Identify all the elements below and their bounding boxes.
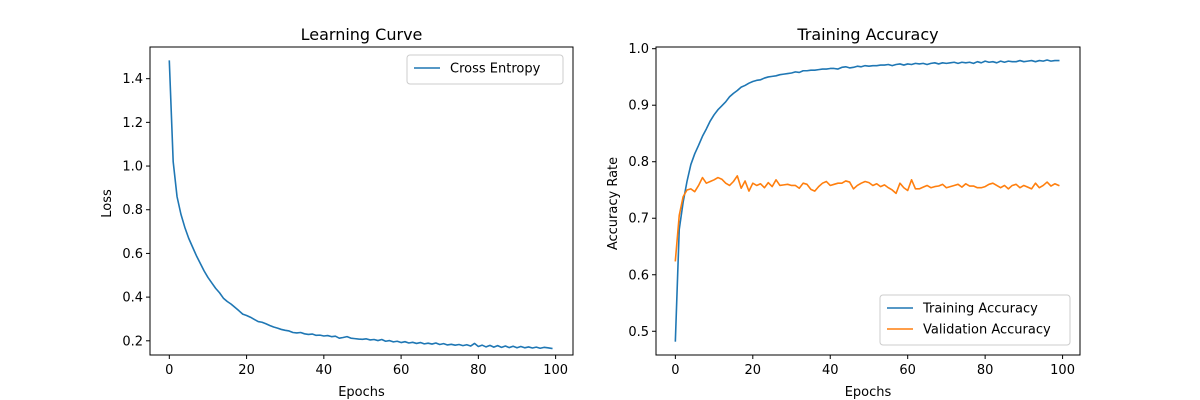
y-tick-label: 1.4 [122,72,143,87]
y-tick-label: 1.2 [122,116,143,131]
series-line [168,60,553,350]
x-tick-label: 60 [899,363,916,378]
legend-label: Validation Accuracy [923,323,1051,338]
x-tick-label: 80 [470,363,487,378]
series-points [169,61,552,349]
x-tick-label: 100 [543,363,568,378]
series-layer [674,59,1060,342]
series-points [675,59,1059,341]
y-tick-label: 0.4 [122,291,143,306]
training-accuracy-chart: Training Accuracy 0 20 40 60 80 1000.50.60.70… [606,25,1081,400]
y-axis-label: Loss [100,189,115,218]
series-line [674,59,1060,342]
series-layer [168,60,553,350]
x-axis-label: Epochs [845,385,892,400]
legend: Cross Entropy [406,54,564,85]
y-tick-label: 1.0 [122,160,143,175]
chart-title: Learning Curve [301,25,423,44]
y-tick-label: 1.0 [628,42,649,57]
plot-frame [655,46,1081,356]
y-tick-label: 0.2 [122,334,143,349]
plot-frame [149,46,574,356]
series-line [674,175,1060,262]
legend-box [406,54,564,85]
y-tick-label: 0.6 [628,268,649,283]
series-points [675,175,1059,261]
y-tick-label: 0.9 [628,99,649,114]
x-axis-label: Epochs [338,385,385,400]
x-tick-label: 0 [671,363,679,378]
y-tick-label: 0.5 [628,325,649,340]
y-axis-label: Accuracy Rate [606,157,621,250]
y-tick-label: 0.8 [122,203,143,218]
legend-box [879,294,1071,346]
x-tick-label: 20 [238,363,255,378]
legend: Training Accuracy Validation Accuracy [879,294,1071,346]
learning-curve-chart: Learning Curve 0 20 40 60 80 100 0.2 0.4 0.6 0.8 1… [100,25,574,400]
x-tick-label: 0 [165,363,173,378]
legend-label: Training Accuracy [922,302,1038,317]
axes-layer: 0 20 40 60 80 100 0.5 0.6 0.7 0.8 0.9 1.0 [628,42,1075,378]
y-tick-label: 0.6 [122,247,143,262]
x-tick-label: 40 [822,363,839,378]
y-tick-label: 0.8 [628,155,649,170]
x-tick-label: 60 [393,363,410,378]
y-tick-label: 0.7 [628,212,649,227]
x-tick-label: 40 [316,363,333,378]
chart-title: Training Accuracy [796,25,938,44]
x-tick-label: 20 [745,363,762,378]
axes-layer: 0 20 40 60 80 100 0.2 0.4 0.6 0.8 1.0 1.2 1.4 [122,72,568,378]
x-tick-label: 100 [1050,363,1075,378]
x-tick-label: 80 [977,363,994,378]
legend-label: Cross Entropy [450,62,541,77]
